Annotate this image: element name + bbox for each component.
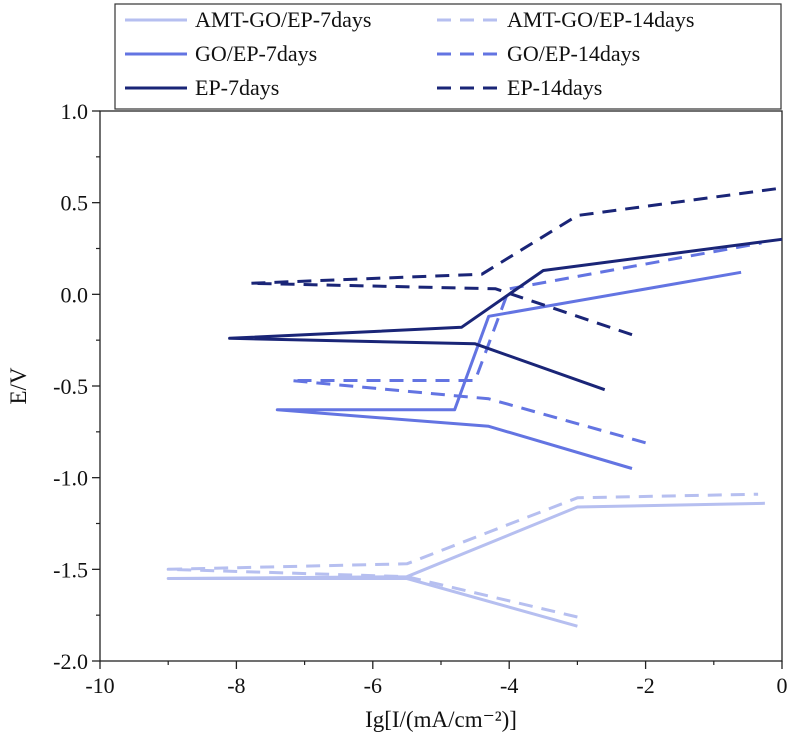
y-tick-label: -1.0 bbox=[53, 466, 88, 491]
y-tick-label: -0.5 bbox=[53, 374, 88, 399]
legend: AMT-GO/EP-7days AMT-GO/EP-14days GO/EP-7da… bbox=[114, 3, 782, 110]
y-axis-title: E/V bbox=[6, 367, 31, 404]
x-tick-label: -4 bbox=[500, 673, 518, 698]
series-line-2 bbox=[166, 492, 759, 619]
x-tick-label: -8 bbox=[227, 673, 245, 698]
series-line-1 bbox=[166, 501, 765, 628]
legend-label: EP-14days bbox=[507, 75, 602, 100]
x-tick-label: 0 bbox=[777, 673, 788, 698]
y-tick-label: 1.0 bbox=[61, 99, 89, 124]
y-tick-label: 0.5 bbox=[61, 191, 89, 216]
y-tick-label: 0.0 bbox=[61, 282, 89, 307]
x-tick-label: -6 bbox=[364, 673, 382, 698]
legend-label: EP-7days bbox=[195, 75, 279, 100]
y-tick-label: -2.0 bbox=[53, 649, 88, 674]
x-axis-title: Ig[I/(mA/cm⁻²)] bbox=[365, 707, 517, 732]
series-line-3 bbox=[275, 270, 742, 470]
x-tick-label: -2 bbox=[636, 673, 654, 698]
legend-label: AMT-GO/EP-14days bbox=[507, 7, 694, 32]
series-line-5 bbox=[228, 237, 783, 392]
series-line-6 bbox=[248, 186, 783, 337]
series-line-4 bbox=[289, 241, 762, 445]
legend-label: GO/EP-7days bbox=[195, 41, 317, 66]
y-tick-label: -1.5 bbox=[53, 557, 88, 582]
x-tick-label: -10 bbox=[85, 673, 114, 698]
legend-label: AMT-GO/EP-7days bbox=[195, 7, 371, 32]
legend-label: GO/EP-14days bbox=[507, 41, 640, 66]
